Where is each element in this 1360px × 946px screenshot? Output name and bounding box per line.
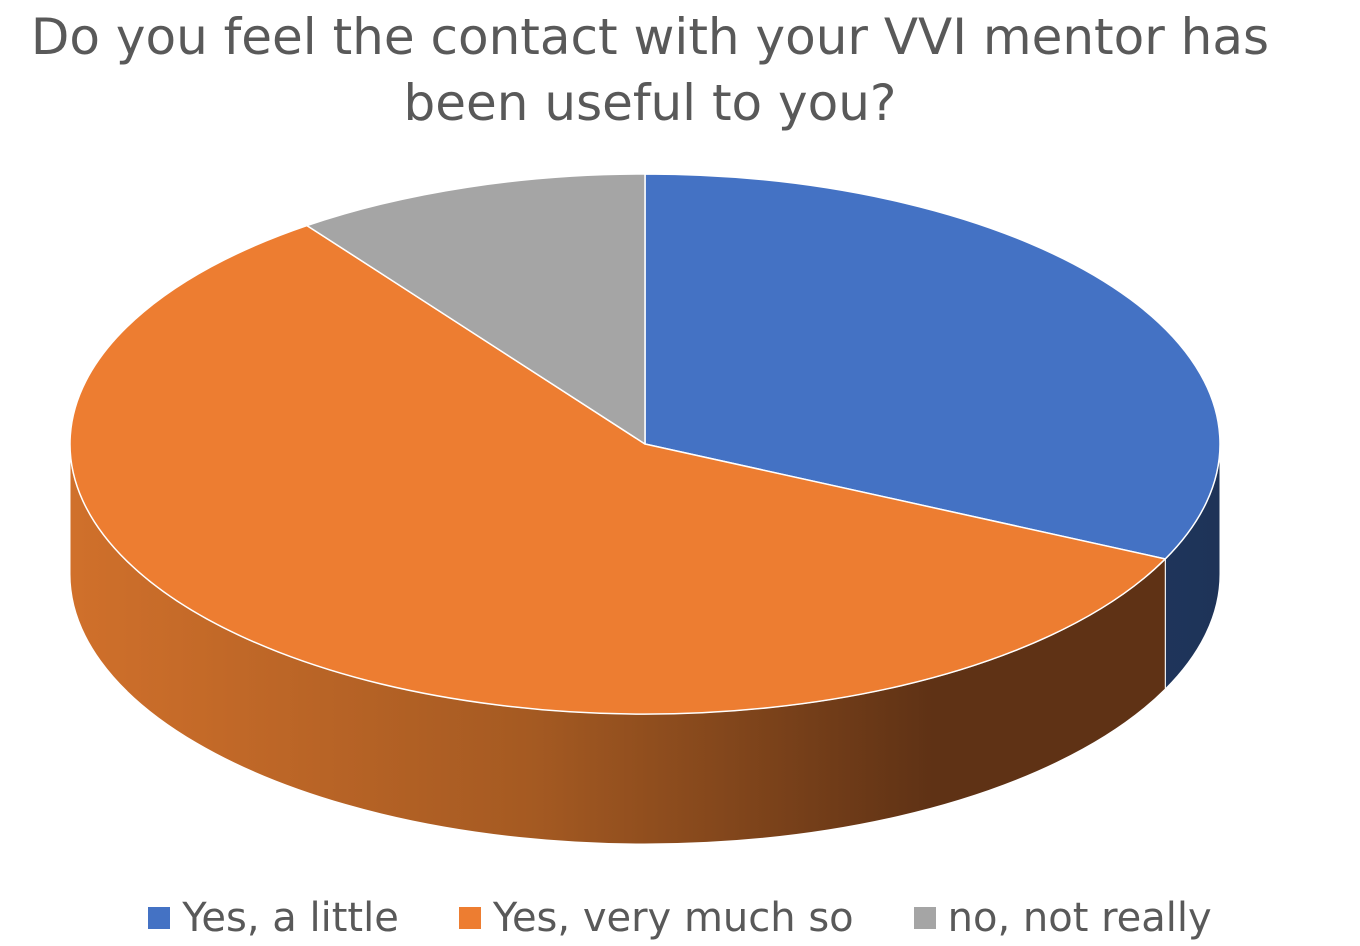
legend-swatch xyxy=(458,907,481,929)
pie-slice-2[interactable] xyxy=(306,173,646,445)
legend-swatch xyxy=(913,907,936,929)
legend-label: Yes, a little xyxy=(182,895,399,941)
chart-title: Do you feel the contact with your VVI me… xyxy=(30,8,1270,132)
pie-slices xyxy=(69,173,1221,715)
pie-slice-0[interactable] xyxy=(644,173,1221,560)
legend: Yes, a little Yes, very much so no, not re… xyxy=(0,890,1360,946)
pie-slice-1[interactable] xyxy=(69,224,1167,715)
legend-item[interactable]: no, not really xyxy=(913,895,1212,941)
legend-item[interactable]: Yes, a little xyxy=(148,895,399,941)
legend-swatch xyxy=(148,907,171,929)
pie-chart xyxy=(69,173,1221,845)
legend-label: Yes, very much so xyxy=(492,895,854,941)
legend-item[interactable]: Yes, very much so xyxy=(458,895,854,941)
legend-label: no, not really xyxy=(947,895,1212,941)
